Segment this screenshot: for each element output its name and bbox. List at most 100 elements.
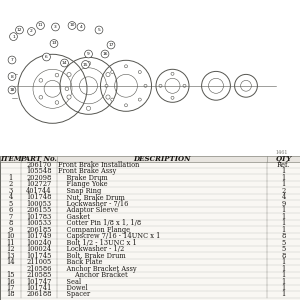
Circle shape — [16, 26, 23, 34]
Text: 5: 5 — [281, 238, 286, 247]
Text: 5: 5 — [98, 28, 100, 32]
Text: 101783: 101783 — [26, 213, 52, 220]
Text: 15: 15 — [83, 62, 88, 67]
Text: 202098: 202098 — [26, 174, 52, 182]
Text: 101747: 101747 — [26, 278, 52, 286]
Text: 14: 14 — [62, 61, 67, 65]
Text: Anchor Bracket: Anchor Bracket — [58, 271, 128, 279]
Text: Back Plate: Back Plate — [58, 258, 102, 266]
Text: 206185: 206185 — [26, 226, 52, 234]
Text: 1: 1 — [281, 174, 286, 182]
Circle shape — [50, 40, 58, 47]
Text: 102727: 102727 — [26, 180, 52, 188]
Circle shape — [144, 84, 147, 87]
Circle shape — [77, 23, 85, 31]
Text: 1: 1 — [281, 213, 286, 220]
Text: 2: 2 — [8, 180, 13, 188]
Text: 101745: 101745 — [26, 252, 52, 260]
Text: 206188: 206188 — [26, 290, 52, 298]
Circle shape — [39, 79, 43, 82]
Circle shape — [107, 41, 115, 49]
Text: 1: 1 — [281, 265, 286, 272]
Text: 3: 3 — [8, 187, 13, 195]
Circle shape — [65, 87, 69, 91]
Circle shape — [55, 101, 59, 104]
Text: 101741: 101741 — [26, 284, 52, 292]
Circle shape — [171, 72, 174, 75]
Circle shape — [106, 95, 110, 99]
Text: Gasket: Gasket — [58, 213, 90, 220]
Text: Capscrew 7/16 - 14UNC x 1: Capscrew 7/16 - 14UNC x 1 — [58, 232, 160, 240]
Text: 2: 2 — [281, 187, 286, 195]
Text: Companion Flange: Companion Flange — [58, 226, 130, 234]
Text: Dowel: Dowel — [58, 284, 88, 292]
Circle shape — [67, 73, 71, 76]
Text: 8: 8 — [281, 232, 286, 240]
Text: 13: 13 — [6, 252, 15, 260]
Text: ITEM: ITEM — [0, 155, 21, 163]
Circle shape — [8, 56, 16, 64]
Circle shape — [52, 23, 59, 31]
Circle shape — [101, 50, 109, 58]
Circle shape — [171, 96, 174, 99]
Text: 1: 1 — [281, 278, 286, 286]
Text: 1: 1 — [281, 290, 286, 298]
Text: Bolt 1/2 - 13UNC x 1: Bolt 1/2 - 13UNC x 1 — [58, 238, 137, 247]
Text: 7: 7 — [8, 213, 13, 220]
Text: 1: 1 — [12, 34, 15, 39]
Text: 4: 4 — [80, 25, 82, 29]
Text: 1: 1 — [8, 174, 13, 182]
Text: 11: 11 — [38, 23, 43, 28]
Circle shape — [8, 73, 16, 80]
Text: 1: 1 — [281, 284, 286, 292]
Text: 12: 12 — [6, 245, 15, 253]
Text: 6: 6 — [8, 206, 13, 214]
Text: Adaptor Sleeve: Adaptor Sleeve — [58, 206, 118, 214]
Text: 2: 2 — [30, 29, 33, 34]
Text: 1: 1 — [281, 219, 286, 227]
Text: Flange Yoke: Flange Yoke — [58, 180, 107, 188]
Circle shape — [124, 104, 128, 107]
Circle shape — [61, 59, 68, 67]
Text: Snap Ring: Snap Ring — [58, 187, 101, 195]
Circle shape — [183, 84, 186, 87]
Circle shape — [95, 26, 103, 34]
Text: 18: 18 — [9, 88, 15, 92]
Circle shape — [8, 86, 16, 94]
Circle shape — [111, 70, 114, 74]
Text: 100533: 100533 — [26, 219, 52, 227]
Text: 13: 13 — [51, 41, 57, 46]
Text: Brake Drum: Brake Drum — [58, 174, 108, 182]
Text: 11: 11 — [6, 238, 15, 247]
Text: Lockwasher - 1/2: Lockwasher - 1/2 — [58, 245, 124, 253]
Text: Cotter Pin 1/8 x 1, 1/8: Cotter Pin 1/8 x 1, 1/8 — [58, 219, 141, 227]
Circle shape — [10, 33, 17, 41]
Text: 7: 7 — [11, 58, 14, 62]
Circle shape — [159, 84, 162, 87]
Text: 101749: 101749 — [26, 232, 52, 240]
Circle shape — [85, 50, 92, 58]
Text: 1: 1 — [281, 167, 286, 175]
Text: 12: 12 — [17, 28, 22, 32]
Bar — [0, 0, 300, 156]
Text: DESCRIPTION: DESCRIPTION — [133, 155, 191, 163]
Text: 210585: 210585 — [26, 271, 52, 279]
Text: Lockwasher - 7/16: Lockwasher - 7/16 — [58, 200, 128, 208]
Text: 105548: 105548 — [26, 167, 52, 175]
Text: 16: 16 — [102, 52, 108, 56]
Text: 5: 5 — [281, 245, 286, 253]
Text: 8: 8 — [8, 219, 13, 227]
Text: 3: 3 — [54, 25, 57, 29]
Text: 1461: 1461 — [275, 149, 288, 154]
Text: 101748: 101748 — [26, 193, 52, 201]
Text: 4: 4 — [8, 193, 13, 201]
Circle shape — [28, 28, 35, 35]
Text: PART No.: PART No. — [20, 155, 58, 163]
Text: 100240: 100240 — [26, 238, 52, 247]
Bar — [0, 156, 300, 161]
Text: 1: 1 — [281, 226, 286, 234]
Text: 1: 1 — [281, 180, 286, 188]
Circle shape — [86, 106, 91, 110]
Text: 15: 15 — [6, 271, 15, 279]
Circle shape — [67, 95, 71, 99]
